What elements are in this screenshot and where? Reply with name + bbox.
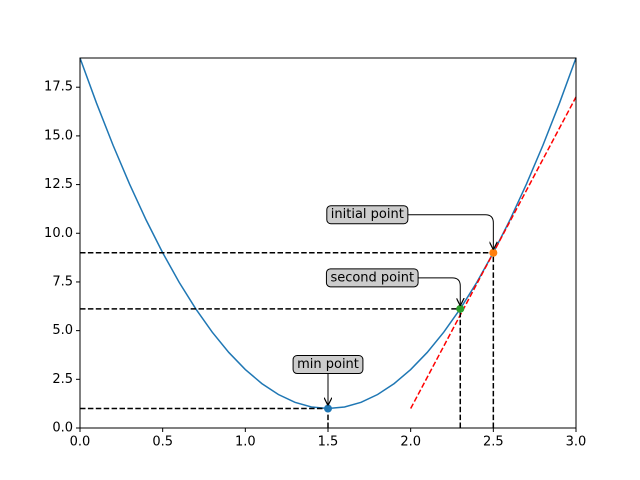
annotation: second point bbox=[325, 268, 460, 306]
annotation: initial point bbox=[326, 205, 494, 250]
plot-frame bbox=[79, 57, 577, 429]
y-tick-label: 2.5 bbox=[52, 372, 73, 387]
y-tick-label: 0.0 bbox=[52, 421, 73, 436]
point bbox=[324, 404, 332, 413]
x-tick-label: 2.5 bbox=[483, 435, 504, 450]
y-tick-label: 12.5 bbox=[44, 177, 73, 192]
y-tick-label: 5.0 bbox=[52, 323, 73, 338]
x-tick-label: 3.0 bbox=[566, 435, 587, 450]
y-tick-label: 10.0 bbox=[44, 226, 73, 241]
x-tick-label: 0.5 bbox=[152, 435, 173, 450]
annotation-arrow bbox=[418, 277, 460, 306]
annotation-arrow bbox=[407, 214, 493, 250]
x-tick-label: 0.0 bbox=[70, 435, 91, 450]
annotation-label: second point bbox=[330, 270, 414, 285]
y-tick-label: 15.0 bbox=[44, 128, 73, 143]
annotation: min point bbox=[292, 355, 364, 406]
x-tick-label: 1.5 bbox=[318, 435, 339, 450]
y-tick-label: 17.5 bbox=[44, 80, 73, 95]
point bbox=[456, 304, 465, 313]
annotation-label: min point bbox=[297, 357, 359, 372]
annotation-label: initial point bbox=[331, 207, 404, 222]
x-tick-label: 1.0 bbox=[235, 435, 256, 450]
point bbox=[489, 248, 498, 257]
y-tick-label: 7.5 bbox=[52, 274, 73, 289]
x-tick-label: 2.0 bbox=[400, 435, 421, 450]
